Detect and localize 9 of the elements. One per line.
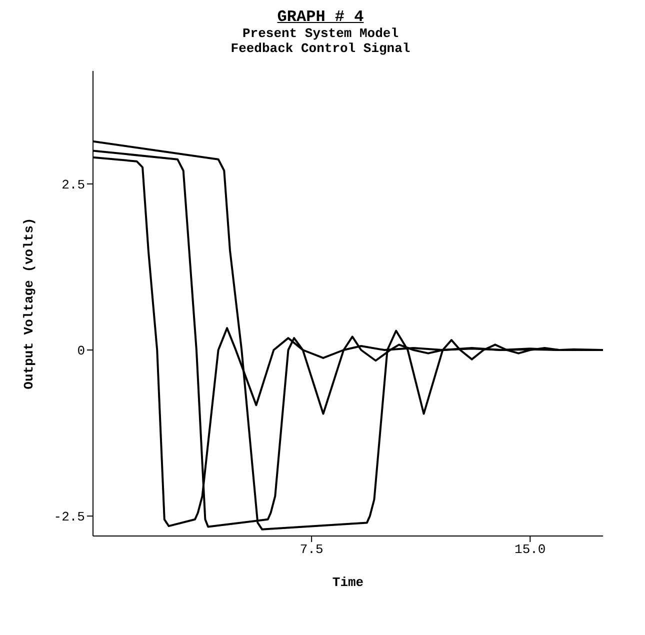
y-tick-label: -2.5 bbox=[54, 510, 85, 525]
x-tick-label: 15.0 bbox=[514, 542, 546, 558]
chart-subtitle: Present System Model Feedback Control Signal bbox=[230, 26, 412, 56]
y-tick-label: 0 bbox=[77, 344, 85, 359]
x-tick-label: 7.5 bbox=[300, 542, 324, 558]
chart-title: GRAPH # 4 bbox=[276, 8, 365, 26]
x-axis-title: Time bbox=[332, 575, 364, 590]
y-axis-title: Output Voltage (volts) bbox=[22, 218, 37, 390]
y-tick-label: 2.5 bbox=[62, 178, 85, 193]
